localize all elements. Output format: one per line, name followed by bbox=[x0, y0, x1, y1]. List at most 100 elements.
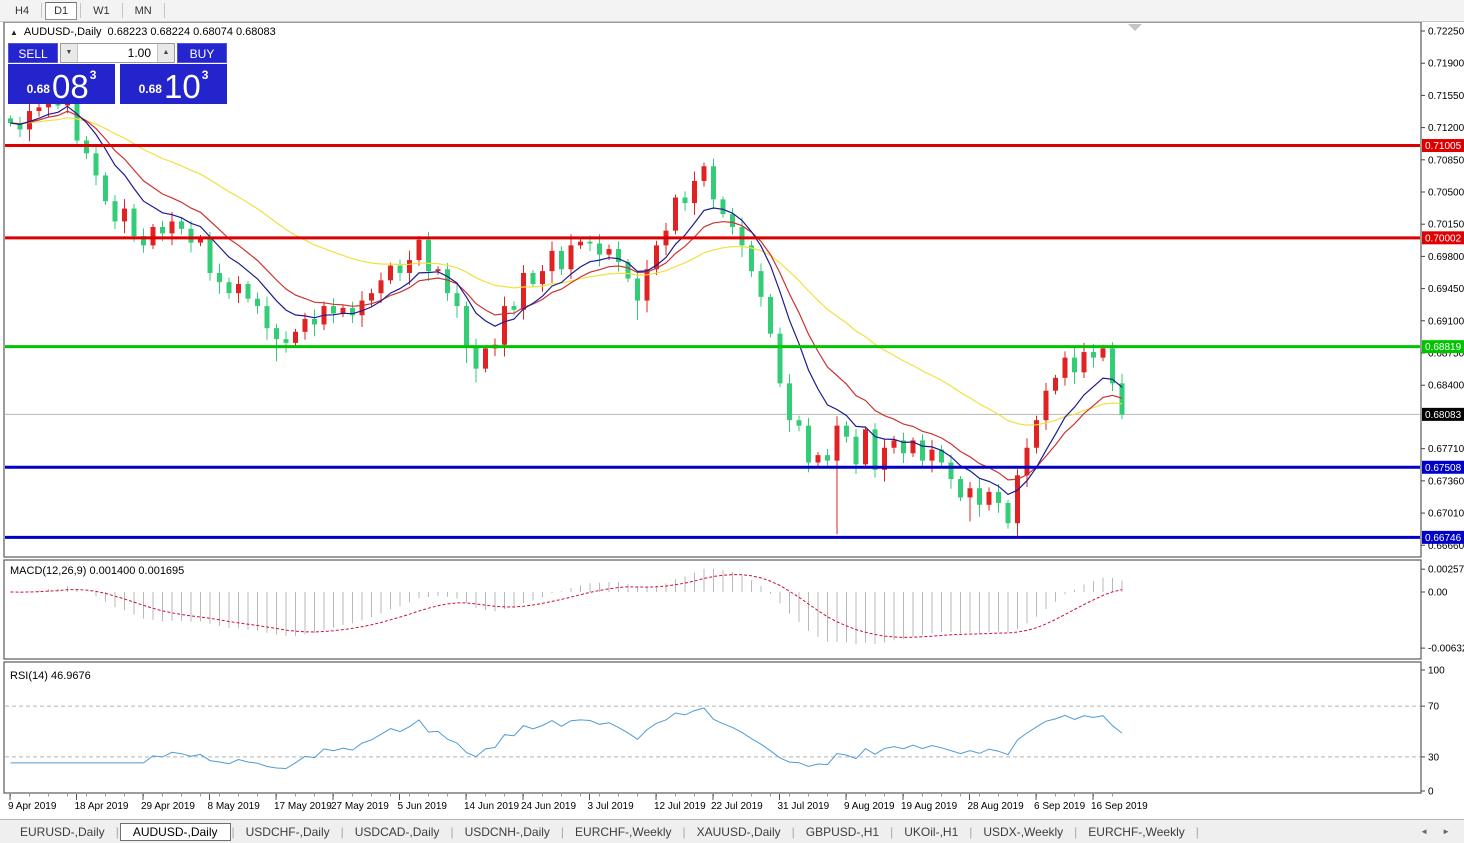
timeframe-button-h4[interactable]: H4 bbox=[15, 4, 30, 17]
chart-tab-eurusddaily[interactable]: EURUSD-,Daily bbox=[20, 824, 105, 839]
price-axis-tick: 0.68400 bbox=[1428, 381, 1464, 392]
date-axis-label: 8 May 2019 bbox=[208, 801, 261, 812]
date-axis-label: 24 Jun 2019 bbox=[521, 801, 576, 812]
macd-axis-tick: 0.002574 bbox=[1428, 565, 1464, 576]
tab-scroll-right-icon[interactable]: ► bbox=[1442, 827, 1450, 836]
svg-text:0.66746: 0.66746 bbox=[1425, 533, 1462, 544]
date-axis-label: 22 Jul 2019 bbox=[711, 801, 763, 812]
macd-signal-line bbox=[10, 574, 1123, 638]
price-axis-tick: 0.68750 bbox=[1428, 349, 1464, 360]
svg-text:0.70002: 0.70002 bbox=[1425, 233, 1462, 244]
ma-medium-line[interactable] bbox=[10, 110, 1123, 481]
date-axis-label: 9 Apr 2019 bbox=[8, 801, 57, 812]
tab-separator: | bbox=[231, 824, 235, 839]
date-axis-label: 19 Aug 2019 bbox=[901, 801, 958, 812]
ask-price-point: 3 bbox=[201, 68, 209, 82]
price-axis-tick: 0.70150 bbox=[1428, 220, 1464, 231]
date-axis-label: 9 Aug 2019 bbox=[844, 801, 895, 812]
date-axis-label: 17 May 2019 bbox=[274, 801, 332, 812]
date-axis-label: 27 May 2019 bbox=[331, 801, 389, 812]
chart-tab-audusddaily[interactable]: AUDUSD-,Daily bbox=[119, 822, 231, 841]
symbol-ohlc-values: 0.68223 0.68224 0.68074 0.68083 bbox=[107, 26, 276, 38]
bid-price-point: 3 bbox=[89, 68, 97, 82]
price-axis-tick: 0.66660 bbox=[1428, 541, 1464, 552]
timeframe-toolbar: H4 D1 W1 MN bbox=[0, 0, 1464, 22]
collapse-panel-icon[interactable]: ▲ bbox=[10, 27, 18, 37]
rsi-axis-tick: 30 bbox=[1428, 752, 1440, 763]
date-axis-label: 5 Jun 2019 bbox=[398, 801, 448, 812]
sell-button[interactable]: SELL bbox=[8, 43, 58, 63]
price-axis-tick: 0.69800 bbox=[1428, 252, 1464, 263]
macd-axis-tick: 0.00 bbox=[1428, 588, 1448, 599]
ask-price-prefix: 0.68 bbox=[138, 82, 162, 96]
date-axis-label: 14 Jun 2019 bbox=[464, 801, 519, 812]
tab-separator: | bbox=[791, 824, 795, 839]
tab-separator: | bbox=[969, 824, 973, 839]
tab-separator: | bbox=[340, 824, 344, 839]
price-axis-tick: 0.67010 bbox=[1428, 509, 1464, 520]
price-axis-tick: 0.71200 bbox=[1428, 123, 1464, 134]
one-click-trade-panel: SELL ▼ 1.00 ▲ BUY 0.68 08 3 0.68 10 3 bbox=[8, 43, 227, 104]
date-axis-label: 31 Jul 2019 bbox=[778, 801, 830, 812]
symbol-name: AUDUSD-,Daily bbox=[23, 26, 102, 38]
timeframe-button-w1[interactable]: W1 bbox=[93, 4, 110, 17]
svg-text:0.68083: 0.68083 bbox=[1425, 410, 1462, 421]
date-axis-label: 28 Aug 2019 bbox=[968, 801, 1025, 812]
date-axis-label: 18 Apr 2019 bbox=[75, 801, 129, 812]
chart-tab-usdchfdaily[interactable]: USDCHF-,Daily bbox=[245, 824, 330, 839]
volume-decrease-icon[interactable]: ▼ bbox=[61, 44, 78, 62]
toolbar-separator bbox=[121, 3, 123, 18]
chart-shift-marker-icon[interactable] bbox=[1128, 24, 1142, 31]
bid-price-box[interactable]: 0.68 08 3 bbox=[8, 64, 115, 104]
price-axis-tick: 0.70850 bbox=[1428, 155, 1464, 166]
rsi-axis-tick: 70 bbox=[1428, 702, 1440, 713]
tab-scroll-left-icon[interactable]: ◄ bbox=[1420, 827, 1429, 836]
chart-tab-xauusddaily[interactable]: XAUUSD-,Daily bbox=[696, 824, 781, 839]
volume-increase-icon[interactable]: ▲ bbox=[157, 44, 174, 62]
tab-separator: | bbox=[1195, 824, 1199, 839]
rsi-line bbox=[10, 707, 1123, 770]
ma-fast-line[interactable] bbox=[10, 105, 1123, 496]
toolbar-separator bbox=[163, 3, 165, 18]
timeframe-button-d1[interactable]: D1 bbox=[45, 1, 78, 20]
chart-tab-usdxweekly[interactable]: USDX-,Weekly bbox=[983, 824, 1064, 839]
chart-tab-usdcnhdaily[interactable]: USDCNH-,Daily bbox=[464, 824, 550, 839]
tab-separator: | bbox=[115, 824, 119, 839]
bid-price-pips: 08 bbox=[51, 67, 89, 105]
volume-value[interactable]: 1.00 bbox=[127, 46, 151, 60]
tab-separator: | bbox=[890, 824, 894, 839]
price-axis-tick: 0.69100 bbox=[1428, 316, 1464, 327]
chart-tab-eurchfweekly[interactable]: EURCHF-,Weekly bbox=[1088, 824, 1185, 839]
date-axis: 9 Apr 2019 18 Apr 2019 29 Apr 2019 8 May 20… bbox=[8, 794, 1148, 812]
buy-button[interactable]: BUY bbox=[177, 43, 227, 63]
bid-price-prefix: 0.68 bbox=[26, 82, 50, 96]
toolbar-separator bbox=[80, 3, 82, 18]
price-axis-tick: 0.70500 bbox=[1428, 188, 1464, 199]
price-axis-tick: 0.71900 bbox=[1428, 59, 1464, 70]
tab-separator: | bbox=[1074, 824, 1078, 839]
ask-price-box[interactable]: 0.68 10 3 bbox=[120, 64, 227, 104]
date-axis-label: 12 Jul 2019 bbox=[654, 801, 706, 812]
chart-tab-eurchfweekly[interactable]: EURCHF-,Weekly bbox=[575, 824, 672, 839]
rsi-indicator-label: RSI(14) 46.9676 bbox=[10, 670, 91, 682]
ma-slow-line[interactable] bbox=[10, 117, 1123, 426]
toolbar-separator bbox=[41, 3, 43, 18]
svg-text:0.68819: 0.68819 bbox=[1425, 342, 1462, 353]
rsi-axis-tick: 0 bbox=[1428, 787, 1434, 798]
timeframe-button-mn[interactable]: MN bbox=[134, 4, 152, 17]
chart-tab-usdcaddaily[interactable]: USDCAD-,Daily bbox=[354, 824, 440, 839]
rsi-axis-tick: 100 bbox=[1428, 666, 1445, 677]
tab-separator: | bbox=[560, 824, 565, 839]
chart-tab-gbpusdh1[interactable]: GBPUSD-,H1 bbox=[805, 824, 880, 839]
chart-tab-ukoilh1[interactable]: UKOil-,H1 bbox=[904, 824, 959, 839]
price-axis-tick: 0.67710 bbox=[1428, 444, 1464, 455]
price-axis-tick: 0.71550 bbox=[1428, 91, 1464, 102]
svg-text:0.67508: 0.67508 bbox=[1425, 463, 1462, 474]
chart-symbol-header: ▲ AUDUSD-,Daily 0.68223 0.68224 0.68074 … bbox=[10, 26, 276, 38]
date-axis-label: 29 Apr 2019 bbox=[141, 801, 195, 812]
date-axis-label: 16 Sep 2019 bbox=[1091, 801, 1148, 812]
tab-separator: | bbox=[450, 824, 454, 839]
macd-axis-tick: -0.006326 bbox=[1428, 644, 1464, 655]
